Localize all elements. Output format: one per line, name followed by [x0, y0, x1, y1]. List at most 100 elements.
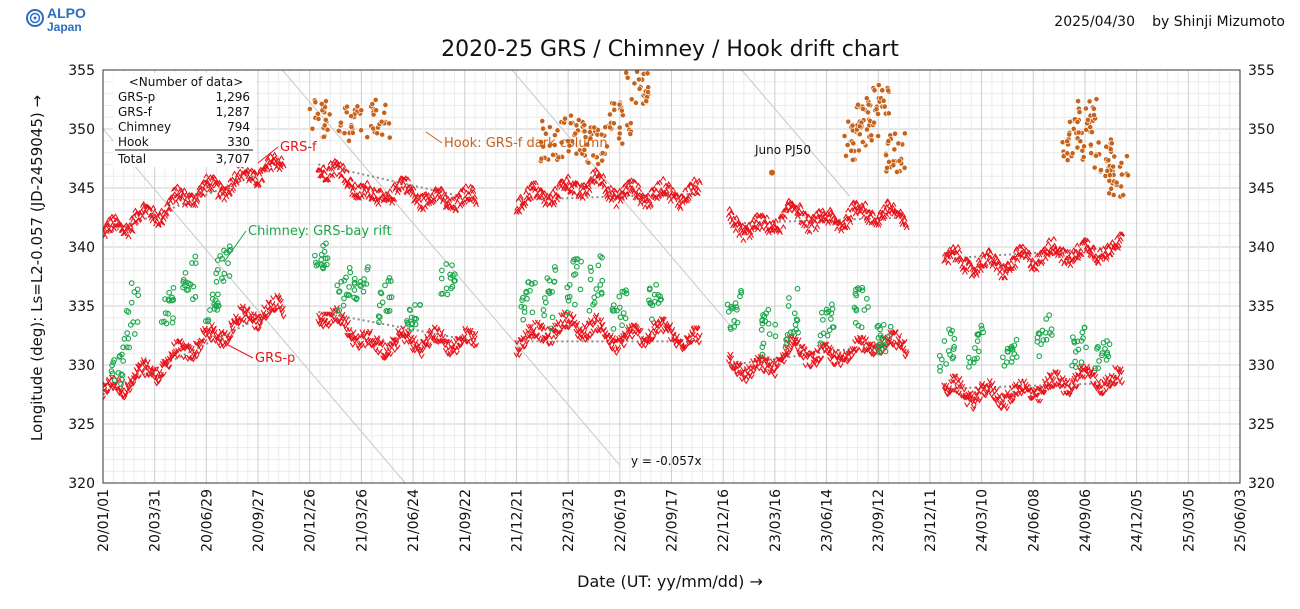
chimney-point [882, 348, 889, 355]
grs-p-point [372, 347, 379, 353]
grs-f-point [802, 210, 809, 216]
y-tick-label: 320 [68, 476, 95, 492]
grs-f-point [1067, 262, 1074, 269]
grs-f-point [1008, 265, 1015, 272]
grs-f-point [1092, 252, 1099, 259]
hook-point [856, 123, 863, 130]
grs-p-point [327, 321, 334, 327]
chart-author: by Shinji Mizumoto [1152, 14, 1285, 30]
grs-f-point [832, 220, 839, 226]
x-tick-labels: 20/01/01 20/03/31 20/06/29 20/09/27 20/12/26… [96, 489, 1249, 552]
grs-f-point [565, 173, 572, 179]
grs-p-point [942, 386, 949, 392]
grs-f-point [435, 187, 442, 193]
grs-p-point [802, 362, 809, 369]
grs-f-point [1078, 251, 1085, 258]
grs-f-point [1090, 244, 1097, 250]
grs-p-point [329, 307, 336, 313]
chimney-point [336, 307, 343, 314]
grs-f-point [453, 207, 460, 213]
grs-f-point [889, 204, 896, 211]
grs-f-point [532, 187, 539, 193]
grs-f-point [797, 203, 804, 210]
chimney-point [794, 285, 801, 292]
grs-p-point [1004, 389, 1011, 395]
drift-line [741, 70, 850, 197]
grs-p-point [558, 312, 565, 318]
grs-f-point [1012, 263, 1019, 269]
chimney-point [599, 254, 605, 261]
chimney-point [591, 294, 598, 301]
grs-f-point [117, 221, 124, 228]
chimney-point [874, 324, 881, 330]
grs-f-point [251, 169, 258, 175]
chimney-point [1092, 365, 1098, 372]
grs-p-point [108, 374, 115, 380]
grs-p-point [1081, 374, 1088, 381]
grs-p-point [430, 334, 437, 341]
grs-f-point [1077, 247, 1084, 253]
grs-f-point [869, 210, 876, 217]
hook-point [591, 124, 598, 131]
chimney-point [351, 275, 358, 282]
grs-p-point [527, 323, 534, 329]
grs-p-point [393, 337, 400, 344]
hook-point [868, 137, 875, 144]
grs-p-point [950, 378, 957, 384]
grs-p-point [539, 324, 546, 330]
y-tick-label-right: 345 [1248, 181, 1275, 197]
grs-p-point [1091, 370, 1098, 377]
grs-p-point [1044, 375, 1051, 382]
chimney-point [321, 248, 328, 255]
grs-p-point [255, 313, 262, 319]
grs-f-point [442, 204, 449, 210]
grs-f-point [941, 258, 948, 264]
grs-p-point [171, 341, 177, 348]
chimney-point [219, 275, 225, 282]
grs-p-point [193, 340, 199, 347]
grs-f-point [211, 174, 218, 181]
grs-p-point [554, 329, 561, 335]
grs-p-point [1098, 383, 1105, 390]
grs-f-point [885, 198, 892, 204]
grs-p-point [1046, 380, 1052, 387]
chimney-point [975, 348, 982, 355]
hook-point [901, 164, 908, 171]
grs-p-point [743, 379, 750, 385]
chimney-point [338, 278, 345, 285]
chimney-point [727, 326, 734, 332]
grs-p-point [226, 336, 233, 342]
x-tick-label: 22/06/19 [613, 489, 629, 552]
grs-p-point [837, 363, 844, 369]
grs-p-point [995, 395, 1001, 402]
grs-p-point [669, 326, 676, 333]
grs-f-point [953, 250, 960, 256]
chimney-point [974, 338, 981, 344]
grs-f-point [803, 223, 810, 229]
y-tick-label: 325 [68, 417, 95, 433]
grs-f-point [329, 164, 336, 170]
grs-p-point [1116, 369, 1123, 376]
hook-point [1106, 177, 1113, 184]
trend-line [318, 310, 477, 343]
grs-f-point [378, 188, 385, 194]
grs-p-point [552, 322, 559, 328]
trend-line [103, 163, 285, 237]
grs-p-point [1071, 375, 1078, 382]
grs-p-point [173, 348, 180, 354]
grs-f-point [645, 192, 652, 198]
grs-p-point [132, 375, 139, 382]
grs-f-point [351, 181, 358, 187]
grs-f-point [732, 227, 739, 234]
grs-p-point [728, 355, 734, 362]
grs-f-point [696, 177, 703, 184]
grs-p-point [362, 343, 369, 349]
grs-p-point [549, 340, 556, 347]
grs-p-point [961, 387, 968, 393]
chimney-point [343, 274, 349, 281]
hook-point [1118, 160, 1125, 166]
counts-table-header: <Number of data> [129, 75, 244, 89]
chimney-point [162, 296, 168, 302]
grs-p-point [696, 332, 703, 338]
grs-f-point [629, 185, 636, 191]
